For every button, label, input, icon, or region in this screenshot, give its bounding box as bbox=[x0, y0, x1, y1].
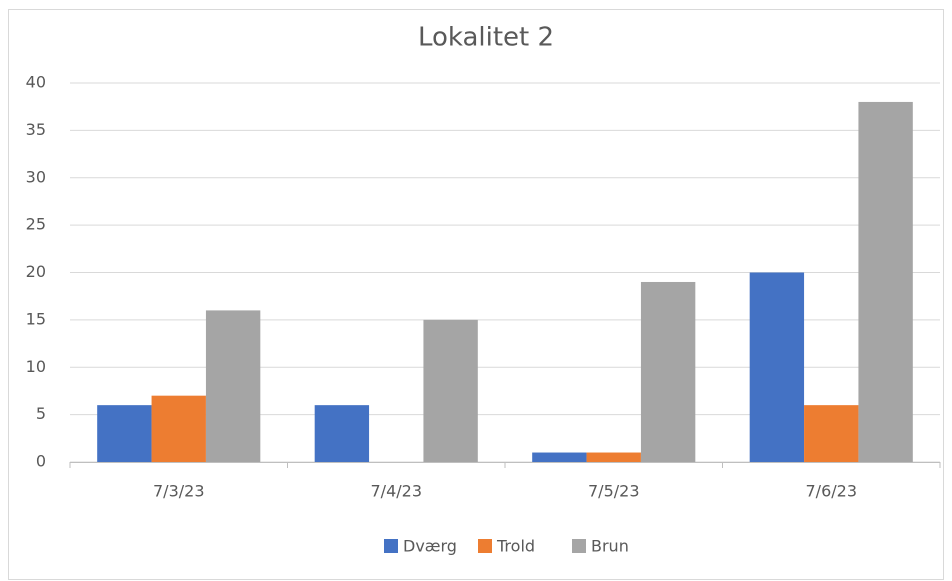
bar bbox=[151, 395, 206, 462]
y-tick-label: 25 bbox=[26, 215, 46, 234]
x-tick-label: 7/5/23 bbox=[588, 482, 640, 501]
bar bbox=[586, 452, 641, 462]
legend-label: Trold bbox=[496, 537, 535, 556]
x-tick-label: 7/6/23 bbox=[806, 482, 858, 501]
bar bbox=[532, 452, 587, 462]
x-tick-label: 7/3/23 bbox=[153, 482, 205, 501]
legend-swatch bbox=[572, 539, 586, 553]
legend-label: Brun bbox=[591, 537, 629, 556]
y-tick-label: 15 bbox=[26, 309, 46, 328]
y-tick-label: 0 bbox=[36, 452, 46, 471]
bar bbox=[97, 405, 152, 462]
y-tick-label: 40 bbox=[26, 73, 46, 92]
bar bbox=[858, 101, 913, 462]
bar bbox=[749, 272, 805, 462]
y-tick-label: 10 bbox=[26, 357, 46, 376]
bar bbox=[804, 405, 859, 462]
bar bbox=[423, 319, 478, 462]
y-tick-label: 30 bbox=[26, 167, 46, 186]
legend-swatch bbox=[478, 539, 492, 553]
y-tick-label: 20 bbox=[26, 262, 46, 281]
bar bbox=[205, 310, 261, 462]
chart-title: Lokalitet 2 bbox=[418, 23, 554, 53]
legend-label: Dværg bbox=[403, 537, 457, 556]
x-tick-label: 7/4/23 bbox=[371, 482, 423, 501]
bar bbox=[640, 281, 696, 462]
y-tick-label: 35 bbox=[26, 120, 46, 139]
legend-swatch bbox=[384, 539, 398, 553]
bar bbox=[314, 405, 370, 462]
y-tick-label: 5 bbox=[36, 404, 46, 423]
